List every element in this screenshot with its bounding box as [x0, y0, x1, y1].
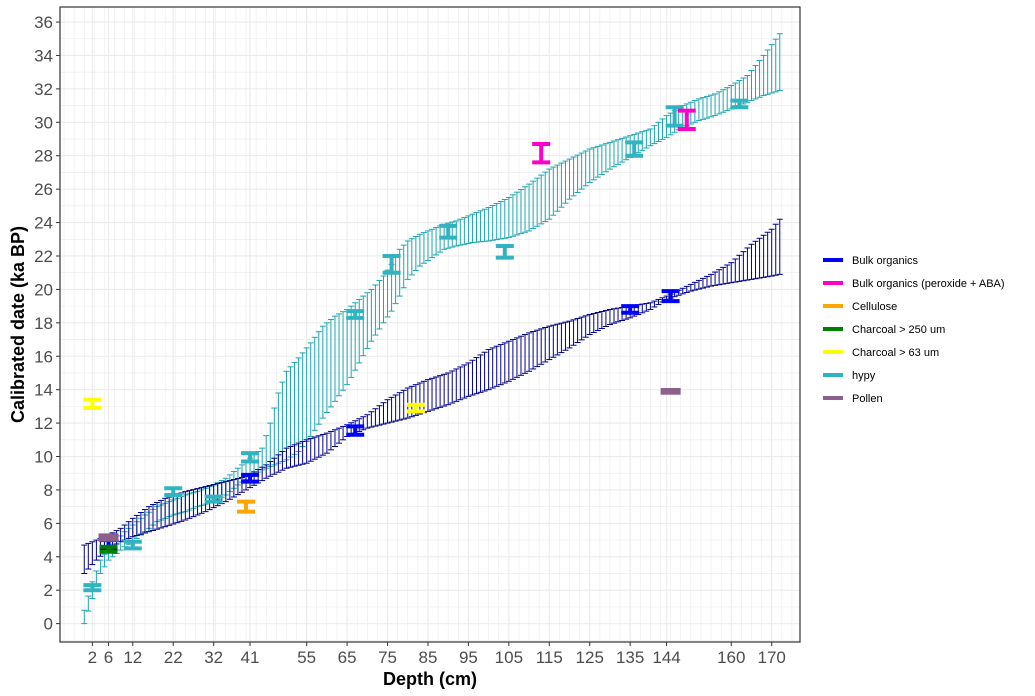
y-tick-label: 28	[34, 147, 53, 166]
sample-hypy	[346, 309, 365, 320]
sample-hypy	[382, 253, 401, 275]
x-tick-label: 170	[758, 648, 786, 667]
y-tick-label: 14	[34, 381, 53, 400]
legend-item: Bulk organics (peroxide + ABA)	[823, 278, 1005, 290]
legend: Bulk organics Bulk organics (peroxide + A…	[823, 255, 1005, 405]
dated-samples	[83, 98, 749, 593]
y-tick-label: 8	[44, 481, 53, 500]
x-tick-label: 75	[378, 648, 397, 667]
panel-border	[59, 6, 801, 643]
y-tick-label: 32	[34, 80, 53, 99]
x-tick-label: 135	[616, 648, 644, 667]
y-axis-title: Calibrated date (ka BP)	[8, 226, 28, 423]
x-tick-label: 144	[652, 648, 680, 667]
x-tick-label: 2	[88, 648, 97, 667]
sample-cellulose	[237, 499, 256, 514]
y-tick-label: 12	[34, 414, 53, 433]
legend-label: Pollen	[852, 393, 883, 405]
legend-label: Bulk organics	[852, 255, 919, 267]
plot-panel	[60, 7, 800, 642]
legend-label: Charcoal > 63 um	[852, 347, 939, 359]
sample-hypy	[665, 105, 684, 128]
x-tick-label: 160	[717, 648, 745, 667]
sample-charcoal-250-um	[99, 544, 118, 554]
y-tick-label: 22	[34, 247, 53, 266]
panel-frame	[59, 6, 801, 643]
sample-charcoal-63-um	[83, 397, 102, 411]
x-axis-ticks: 2 6 12 22 32 41 55 65 75 85 95 105 115 125 135 144 160 17…	[88, 642, 786, 667]
x-axis-title: Depth (cm)	[383, 669, 477, 689]
age-model-ranges	[81, 33, 783, 625]
sample-pollen	[98, 533, 119, 542]
sample-hypy	[241, 451, 260, 464]
sample-hypy	[204, 494, 223, 504]
y-tick-label: 0	[44, 615, 53, 634]
y-tick-label: 6	[44, 514, 53, 533]
sample-hypy	[164, 486, 183, 497]
sample-bulk-organics	[621, 304, 640, 315]
sample-box	[98, 533, 119, 542]
y-tick-label: 24	[34, 214, 53, 233]
legend-item: hypy	[823, 370, 876, 382]
y-tick-label: 36	[34, 13, 53, 32]
y-tick-label: 2	[44, 581, 53, 600]
legend-label: Bulk organics (peroxide + ABA)	[852, 278, 1005, 290]
sample-bulk-organics	[346, 424, 365, 437]
legend-label: Charcoal > 250 um	[852, 324, 945, 336]
x-tick-label: 22	[164, 648, 183, 667]
legend-item: Pollen	[823, 393, 883, 405]
sample-hypy	[83, 583, 102, 593]
legend-item: Charcoal > 250 um	[823, 324, 945, 336]
sample-box	[660, 388, 681, 395]
y-tick-label: 34	[34, 46, 53, 65]
y-tick-label: 16	[34, 347, 53, 366]
sample-bulk-organics	[661, 289, 680, 304]
y-tick-label: 30	[34, 113, 53, 132]
x-tick-label: 6	[104, 648, 113, 667]
sample-bulk-organics-peroxide-aba-	[677, 108, 696, 131]
legend-label: Cellulose	[852, 301, 897, 313]
sample-bulk-organics	[241, 472, 260, 484]
x-tick-label: 125	[576, 648, 604, 667]
y-tick-label: 4	[44, 548, 53, 567]
y-tick-label: 18	[34, 314, 53, 333]
legend-item: Charcoal > 63 um	[823, 347, 939, 359]
x-tick-label: 105	[495, 648, 523, 667]
sample-hypy	[625, 140, 644, 158]
sample-bulk-organics-peroxide-aba-	[532, 142, 551, 165]
x-tick-label: 95	[459, 648, 478, 667]
x-tick-label: 12	[123, 648, 142, 667]
y-tick-label: 26	[34, 180, 53, 199]
x-tick-label: 65	[338, 648, 357, 667]
sample-hypy	[495, 243, 514, 260]
legend-item: Cellulose	[823, 301, 897, 313]
legend-item: Bulk organics	[823, 255, 919, 267]
sample-hypy	[123, 539, 142, 551]
x-tick-label: 85	[419, 648, 438, 667]
x-tick-label: 41	[241, 648, 260, 667]
panel-background	[60, 7, 800, 642]
x-tick-label: 32	[204, 648, 223, 667]
age-model-2	[81, 218, 783, 574]
y-tick-label: 20	[34, 280, 53, 299]
y-tick-label: 10	[34, 448, 53, 467]
sample-pollen	[660, 388, 681, 395]
sample-charcoal-63-um	[406, 402, 425, 414]
legend-label: hypy	[852, 370, 876, 382]
sample-hypy	[730, 98, 749, 110]
x-tick-label: 55	[297, 648, 316, 667]
sample-hypy	[439, 223, 458, 240]
x-tick-label: 115	[536, 648, 563, 667]
